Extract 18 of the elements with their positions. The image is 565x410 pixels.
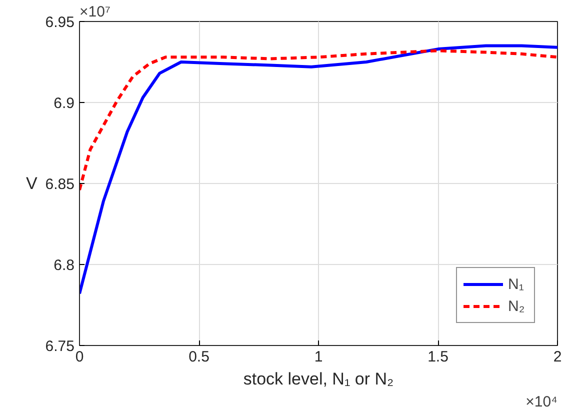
y-tick-label: 6.85 xyxy=(45,176,75,193)
x-tick-label: 0.5 xyxy=(188,348,210,366)
x-tick-label: 2 xyxy=(553,348,562,366)
y-tick-label: 6.8 xyxy=(54,257,75,274)
x-tick-label: 0 xyxy=(75,348,84,366)
line-series xyxy=(80,44,558,296)
x-axis-title: stock level, N₁ or N₂ xyxy=(243,370,394,388)
y-axis-title: V xyxy=(26,174,38,193)
y-tick-label: 6.9 xyxy=(54,95,75,112)
x-tick-label: 1.5 xyxy=(428,348,448,366)
y-tick-label: 6.95 xyxy=(45,14,75,31)
x-tick-label: 1 xyxy=(314,348,323,366)
text: ×10⁴ xyxy=(526,394,558,410)
legend-label: N₂ xyxy=(508,298,526,314)
text: ×10⁷ xyxy=(80,4,110,20)
line-series xyxy=(80,49,558,192)
legend-label: N₁ xyxy=(508,276,525,292)
y-tick-label: 6.75 xyxy=(45,338,75,355)
